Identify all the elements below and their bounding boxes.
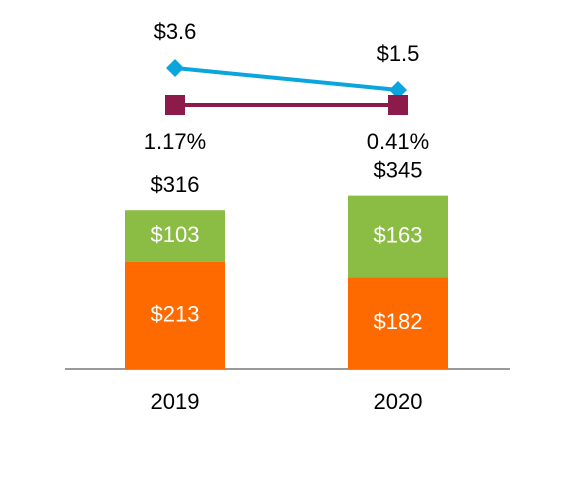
row-value-label: 0.41% bbox=[367, 129, 429, 154]
bar-segment bbox=[348, 195, 448, 278]
x-tick-label: 2020 bbox=[374, 389, 423, 414]
row-marker bbox=[165, 95, 185, 115]
total-label: $345 bbox=[374, 157, 423, 182]
line-marker bbox=[166, 58, 184, 77]
row-value-label: 1.17% bbox=[144, 129, 206, 154]
line-value-label: $1.5 bbox=[377, 41, 420, 66]
bar-segment bbox=[125, 261, 225, 369]
bar-segment bbox=[125, 210, 225, 262]
line bbox=[174, 65, 399, 92]
line-value-label: $3.6 bbox=[154, 19, 197, 44]
bar-value-label: $182 bbox=[374, 309, 423, 334]
x-tick-label: 2019 bbox=[151, 389, 200, 414]
bar-value-label: $213 bbox=[151, 301, 200, 326]
bar-value-label: $163 bbox=[374, 222, 423, 247]
line-marker bbox=[389, 80, 407, 99]
row-marker bbox=[388, 95, 408, 115]
total-label: $316 bbox=[151, 172, 200, 197]
bar-segment bbox=[348, 277, 448, 369]
bar-value-label: $103 bbox=[151, 222, 200, 247]
